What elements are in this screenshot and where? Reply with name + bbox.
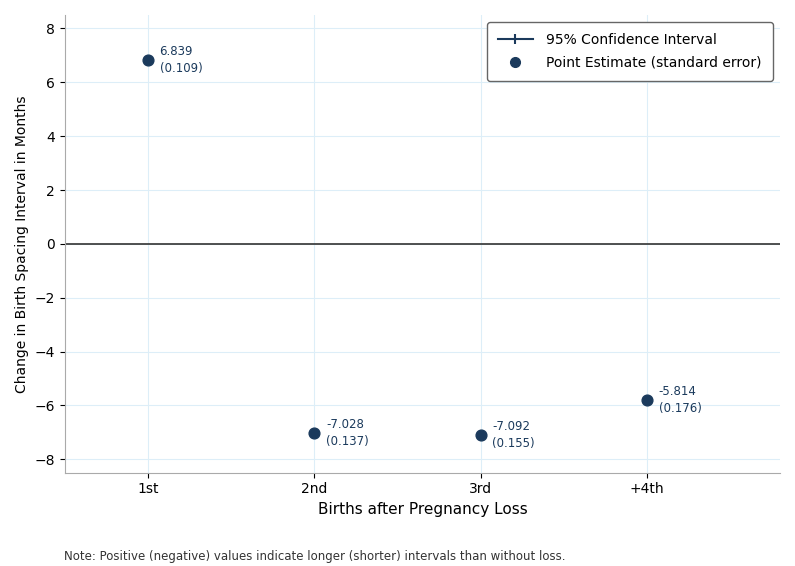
Y-axis label: Change in Birth Spacing Interval in Months: Change in Birth Spacing Interval in Mont… [15,95,29,393]
Text: 6.839
(0.109): 6.839 (0.109) [160,45,203,75]
Point [475,430,487,439]
Text: -7.092
(0.155): -7.092 (0.155) [492,420,535,450]
X-axis label: Births after Pregnancy Loss: Births after Pregnancy Loss [317,502,527,517]
Text: -5.814
(0.176): -5.814 (0.176) [658,385,701,415]
Text: Note: Positive (negative) values indicate longer (shorter) intervals than withou: Note: Positive (negative) values indicat… [64,550,565,563]
Text: -7.028
(0.137): -7.028 (0.137) [326,418,369,448]
Point [308,428,320,438]
Point [641,396,653,405]
Legend: 95% Confidence Interval, Point Estimate (standard error): 95% Confidence Interval, Point Estimate … [487,22,773,80]
Point [142,55,154,65]
